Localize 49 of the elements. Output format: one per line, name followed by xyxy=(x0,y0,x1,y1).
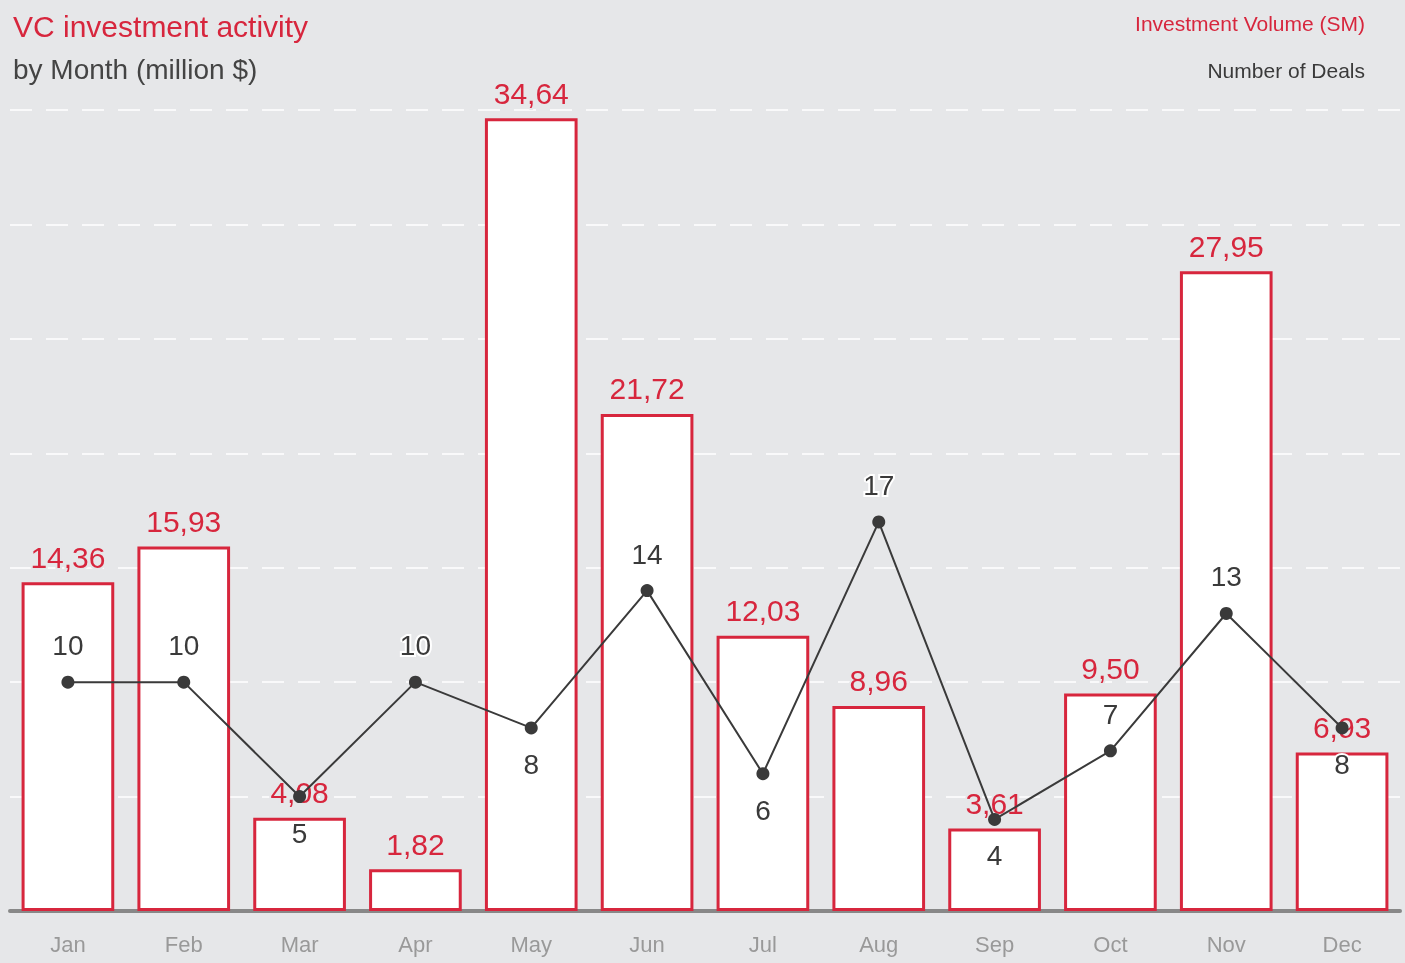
data-label: 8 xyxy=(523,748,540,780)
x-tick-label: Oct xyxy=(1093,931,1128,957)
x-tick-label: Nov xyxy=(1206,931,1246,957)
point xyxy=(408,675,422,689)
data-label: 9,50 xyxy=(1081,652,1140,686)
point xyxy=(177,675,191,689)
x-tick-label: Apr xyxy=(398,931,433,957)
data-label: 14 xyxy=(631,538,663,570)
bar xyxy=(948,828,1041,911)
bar xyxy=(253,817,346,911)
data-label: 1,82 xyxy=(386,827,445,861)
chart-subtitle: by Month (million $) xyxy=(13,53,258,85)
chart-title: VC investment activity xyxy=(13,9,309,43)
data-label: 15,93 xyxy=(146,504,222,538)
data-label: 13 xyxy=(1210,561,1242,593)
x-tick-label: Jan xyxy=(50,931,86,957)
data-label: 17 xyxy=(863,469,895,501)
data-label: 10 xyxy=(52,630,84,662)
data-label: 14,36 xyxy=(30,540,106,574)
data-label: 8,96 xyxy=(849,664,908,698)
point xyxy=(872,515,886,529)
text: Number of Deals xyxy=(1207,59,1365,82)
x-tick-label: Jun xyxy=(629,931,665,957)
data-label: 4 xyxy=(986,840,1003,872)
x-tick-label: Jul xyxy=(748,931,777,957)
data-label: 34,64 xyxy=(493,76,569,110)
x-tick-label: Aug xyxy=(859,931,899,957)
data-label: 6 xyxy=(755,794,771,826)
data-label: 10 xyxy=(168,630,200,662)
point xyxy=(1103,744,1117,758)
data-label: 27,95 xyxy=(1188,229,1264,263)
x-tick-label: Mar xyxy=(280,931,319,957)
x-tick-label: May xyxy=(510,931,553,957)
data-label: 8 xyxy=(1334,748,1350,780)
data-label: 5 xyxy=(291,817,308,849)
data-label: 21,72 xyxy=(609,372,685,406)
x-tick-label: Feb xyxy=(164,931,203,957)
x-tick-label: Sep xyxy=(975,931,1015,957)
data-label: 12,03 xyxy=(725,594,801,628)
point xyxy=(756,767,770,781)
x-tick-label: Dec xyxy=(1322,931,1362,957)
point xyxy=(61,675,75,689)
data-label: 7 xyxy=(1102,698,1119,730)
text: Investment Volume (SM) xyxy=(1135,12,1365,35)
bar xyxy=(369,869,462,911)
point xyxy=(1219,606,1233,620)
data-label: 10 xyxy=(399,630,431,662)
point xyxy=(640,584,654,598)
point xyxy=(524,721,538,735)
